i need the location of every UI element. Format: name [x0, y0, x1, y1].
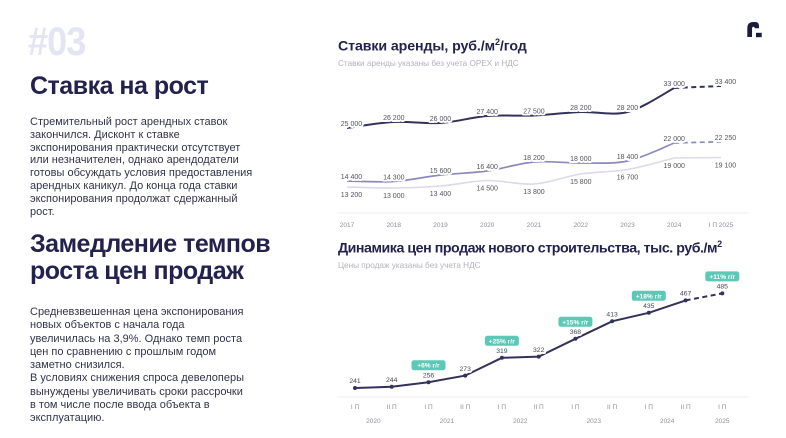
svg-text:33 400: 33 400 — [715, 79, 737, 86]
svg-text:435: 435 — [643, 303, 655, 310]
svg-text:I П 2025: I П 2025 — [709, 222, 734, 229]
svg-text:+25% г/г: +25% г/г — [489, 338, 515, 345]
svg-text:18 200: 18 200 — [523, 155, 545, 162]
svg-text:18 000: 18 000 — [570, 156, 592, 163]
svg-text:16 400: 16 400 — [476, 164, 498, 171]
svg-text:322: 322 — [533, 347, 545, 354]
svg-text:+18% г/г: +18% г/г — [636, 293, 662, 300]
svg-text:I П: I П — [645, 404, 654, 411]
svg-text:2025: 2025 — [715, 418, 730, 425]
svg-text:2022: 2022 — [513, 418, 528, 425]
svg-text:319: 319 — [496, 348, 508, 355]
svg-text:2024: 2024 — [660, 418, 675, 425]
svg-text:256: 256 — [423, 372, 435, 379]
svg-text:I П: I П — [718, 404, 727, 411]
svg-text:19 000: 19 000 — [663, 163, 685, 170]
svg-text:26 200: 26 200 — [383, 115, 405, 122]
svg-text:II П: II П — [681, 404, 691, 411]
svg-text:2020: 2020 — [366, 418, 381, 425]
svg-text:2020: 2020 — [480, 222, 495, 229]
svg-text:13 400: 13 400 — [430, 191, 452, 198]
svg-text:I П: I П — [424, 404, 433, 411]
svg-text:28 200: 28 200 — [617, 105, 639, 112]
svg-text:II П: II П — [387, 404, 397, 411]
svg-text:18 400: 18 400 — [617, 154, 639, 161]
svg-text:13 200: 13 200 — [341, 192, 363, 199]
svg-text:2023: 2023 — [587, 418, 602, 425]
svg-text:467: 467 — [680, 291, 692, 298]
svg-text:27 500: 27 500 — [523, 109, 545, 116]
svg-text:2024: 2024 — [667, 222, 682, 229]
svg-text:16 700: 16 700 — [617, 175, 639, 182]
svg-text:13 800: 13 800 — [523, 189, 545, 196]
svg-text:15 600: 15 600 — [430, 168, 452, 175]
svg-text:27 400: 27 400 — [476, 109, 498, 116]
svg-text:2021: 2021 — [527, 222, 542, 229]
svg-text:14 400: 14 400 — [341, 174, 363, 181]
svg-text:19 100: 19 100 — [715, 163, 737, 170]
svg-text:485: 485 — [717, 284, 729, 291]
svg-text:II П: II П — [534, 404, 544, 411]
svg-text:+11% г/г: +11% г/г — [709, 274, 735, 281]
svg-text:II П: II П — [607, 404, 617, 411]
svg-text:25 000: 25 000 — [341, 121, 363, 128]
svg-text:2018: 2018 — [387, 222, 402, 229]
svg-text:I П: I П — [351, 404, 360, 411]
svg-text:244: 244 — [386, 377, 398, 384]
svg-text:28 200: 28 200 — [570, 105, 592, 112]
svg-text:+6% г/г: +6% г/г — [417, 363, 440, 370]
svg-text:273: 273 — [460, 366, 472, 373]
svg-text:2022: 2022 — [574, 222, 589, 229]
svg-text:I П: I П — [498, 404, 507, 411]
svg-text:2021: 2021 — [440, 418, 455, 425]
svg-text:368: 368 — [570, 329, 582, 336]
svg-text:2023: 2023 — [620, 222, 635, 229]
svg-text:14 300: 14 300 — [383, 175, 405, 182]
svg-text:413: 413 — [606, 312, 618, 319]
svg-text:2019: 2019 — [433, 222, 448, 229]
svg-text:I П: I П — [571, 404, 580, 411]
svg-text:22 000: 22 000 — [663, 136, 685, 143]
svg-text:14 500: 14 500 — [476, 186, 498, 193]
svg-text:+15% г/г: +15% г/г — [562, 319, 588, 326]
svg-text:33 000: 33 000 — [663, 81, 685, 88]
svg-text:15 800: 15 800 — [570, 179, 592, 186]
svg-text:22 250: 22 250 — [715, 135, 737, 142]
svg-text:2017: 2017 — [340, 222, 355, 229]
svg-text:26 000: 26 000 — [430, 116, 452, 123]
svg-text:13 000: 13 000 — [383, 193, 405, 200]
svg-text:II П: II П — [460, 404, 470, 411]
svg-text:241: 241 — [349, 378, 361, 385]
